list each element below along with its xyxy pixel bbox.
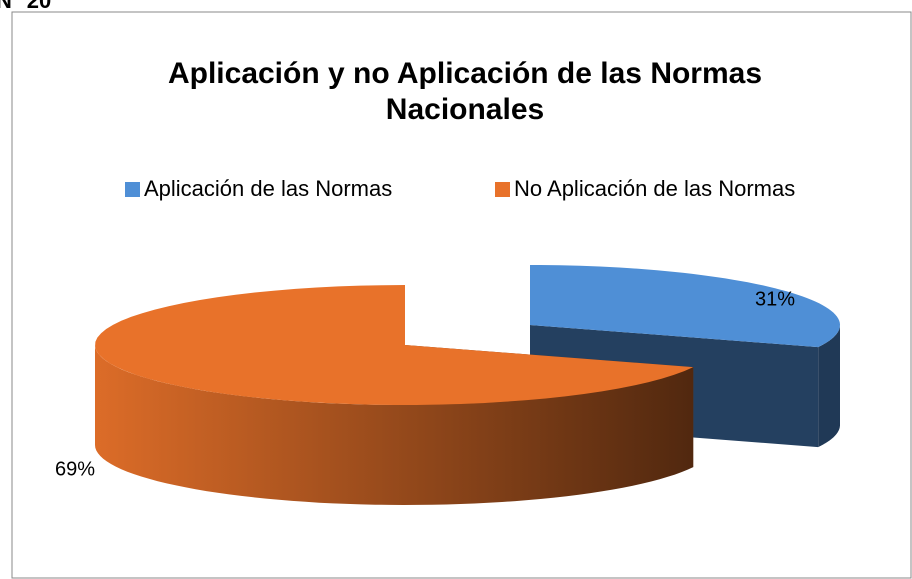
slice-wall: [95, 345, 694, 505]
data-label: 69%: [55, 458, 95, 480]
slice-wall: [818, 325, 840, 448]
legend-label: No Aplicación de las Normas: [514, 176, 795, 201]
slice-top: [95, 285, 694, 405]
slice-top: [530, 265, 840, 348]
chart-title: Aplicación y no Aplicación de las Normas…: [168, 57, 762, 126]
legend-label: Aplicación de las Normas: [144, 176, 392, 201]
legend-swatch: [125, 182, 140, 197]
caption: N° 20: [0, 0, 51, 13]
legend-swatch: [495, 182, 510, 197]
data-label: 31%: [755, 288, 795, 310]
pie-slice: [95, 285, 694, 505]
